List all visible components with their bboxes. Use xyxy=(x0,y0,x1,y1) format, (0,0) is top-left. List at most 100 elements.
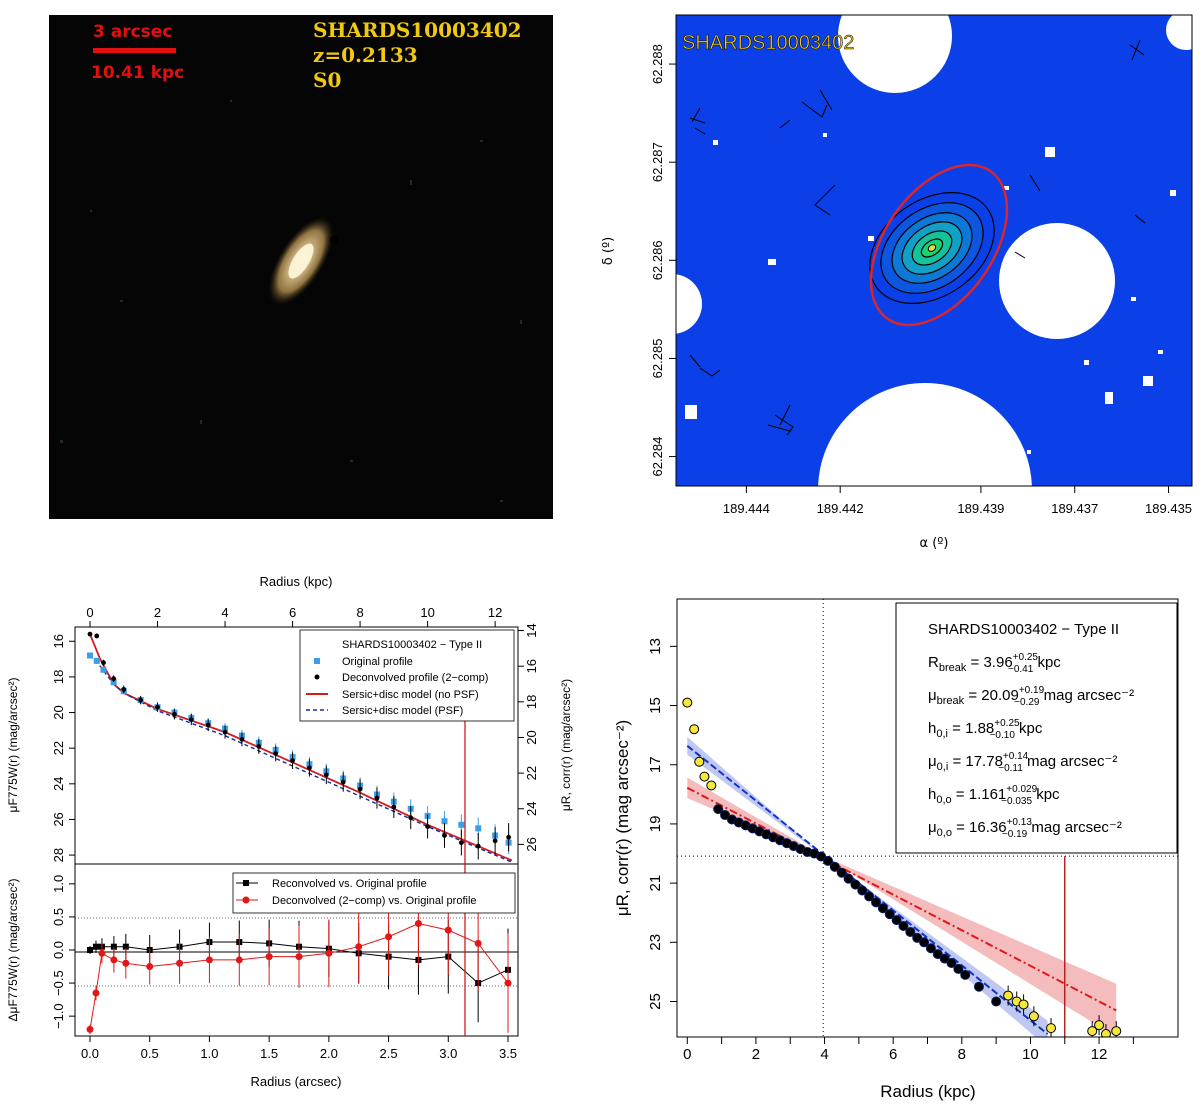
param-value: = 16.36 xyxy=(952,819,1007,836)
param-lower-error: −0.19 xyxy=(1002,829,1028,840)
fit-profile-point xyxy=(871,897,882,908)
map-y-tick-label: 62.284 xyxy=(650,437,665,477)
deconvolved-point xyxy=(205,722,211,728)
deconvolved-residual-point xyxy=(325,949,333,957)
deconvolved-point xyxy=(374,795,380,801)
profile-left-axis-title: μF775W(r) (mag/arcsec²) xyxy=(6,678,20,813)
deconvolved-point xyxy=(87,631,93,637)
param-symbol: h xyxy=(928,720,936,737)
bottom-tick-label: 1.0 xyxy=(200,1046,218,1061)
param-lower-error: −0.035 xyxy=(1001,796,1032,807)
deconvolved-point xyxy=(391,804,397,810)
deconvolved-point xyxy=(94,633,100,639)
right-tick-label: 20 xyxy=(524,730,539,744)
fit-x-tick-label: 2 xyxy=(752,1046,760,1063)
fit-x-label: Radius (kpc) xyxy=(880,1082,975,1101)
excluded-profile-point xyxy=(1003,990,1014,1001)
fit-param-row: Rbreak = 3.96+0.25 −0.41 kpc xyxy=(928,652,1061,675)
map-object-label: SHARDS10003402 xyxy=(682,32,854,54)
residual-tick-label: 0.5 xyxy=(51,908,66,926)
excluded-profile-point xyxy=(682,697,693,708)
top-tick-label: 8 xyxy=(356,605,363,620)
fit-profile-point xyxy=(946,958,957,969)
excluded-profile-point xyxy=(1087,1026,1098,1037)
bottom-tick-label: 0.5 xyxy=(141,1046,159,1061)
deconvolved-point xyxy=(492,838,498,844)
deconvolved-residual-point xyxy=(176,959,184,967)
excluded-profile-point xyxy=(1111,1026,1122,1037)
fit-profile-point xyxy=(836,867,847,878)
fit-profile-point xyxy=(939,953,950,964)
top-tick-label: 2 xyxy=(154,605,161,620)
deconvolved-point xyxy=(172,711,177,717)
right-tick-label: 16 xyxy=(524,659,539,673)
excluded-profile-point xyxy=(699,771,710,782)
excluded-profile-point xyxy=(1028,1011,1039,1022)
reconvolved-residual-point xyxy=(122,943,129,950)
mask-circle-top xyxy=(838,15,952,93)
fit-y-tick-label: 21 xyxy=(647,875,664,892)
fit-y-tick-label: 17 xyxy=(647,756,664,773)
bottom-tick-label: 0.0 xyxy=(81,1046,99,1061)
param-value: = 1.88 xyxy=(948,720,994,737)
fit-y-tick-label: 13 xyxy=(647,638,664,655)
param-symbol: μ xyxy=(928,687,937,704)
fit-legend-title: SHARDS10003402 − Type II xyxy=(928,621,1119,638)
deconvolved-point xyxy=(155,704,160,710)
map-y-tick-label: 62.288 xyxy=(650,44,665,84)
residual-tick-label: −1.0 xyxy=(51,1003,66,1029)
map-x-tick-label: 189.444 xyxy=(723,501,770,516)
scale-bar xyxy=(93,48,176,53)
fit-profile-point xyxy=(720,810,731,821)
fit-param-row: μbreak = 20.09+0.19 −0.29 mag arcsec⁻² xyxy=(928,685,1134,708)
param-upper-error: +0.25 xyxy=(994,718,1020,729)
deconvolved-residual-point xyxy=(444,926,452,934)
fit-profile-point xyxy=(973,981,984,992)
profile-legend: SHARDS10003402 − Type II Original profil… xyxy=(299,629,515,722)
galaxy-id-label: SHARDS10003402 xyxy=(313,18,522,42)
param-value: = 3.96 xyxy=(966,654,1012,671)
fit-profile-point xyxy=(919,937,930,948)
deconvolved-residual-point xyxy=(146,963,154,971)
fit-param-row: μ0,o = 16.36+0.13 −0.19 mag arcsec⁻² xyxy=(928,817,1122,840)
fit-legend-box xyxy=(895,602,1178,854)
param-unit: mag arcsec⁻² xyxy=(1027,819,1122,836)
map-x-label: α (º) xyxy=(920,536,949,551)
fit-profile-point xyxy=(905,926,916,937)
deconvolved-residual-point xyxy=(385,933,393,941)
excluded-profile-point xyxy=(1046,1023,1057,1034)
param-lower-error: −0.10 xyxy=(990,730,1016,741)
deconvolved-residual-point xyxy=(235,956,243,964)
deconvolved-point xyxy=(256,743,262,749)
param-upper-error: +0.029 xyxy=(1006,784,1037,795)
right-tick-label: 24 xyxy=(524,802,539,816)
residual-tick-label: −0.5 xyxy=(51,970,66,996)
map-y-tick-label: 62.287 xyxy=(650,142,665,182)
deconvolved-point xyxy=(340,779,346,785)
deconvolved-residual-point xyxy=(355,943,363,951)
mask-circle-bottom xyxy=(818,383,1032,486)
deconvolved-point xyxy=(506,834,512,840)
fit-profile-point xyxy=(857,885,868,896)
fit-profile-point xyxy=(884,909,895,920)
fit-profile-point xyxy=(713,804,724,815)
bottom-tick-label: 1.5 xyxy=(260,1046,278,1061)
deconvolved-point xyxy=(442,833,447,838)
param-lower-error: −0.11 xyxy=(998,763,1023,774)
fit-profile-point xyxy=(843,873,854,884)
map-y-label: δ (º) xyxy=(601,237,616,265)
legend-reconv-label: Reconvolved vs. Original profile xyxy=(272,878,427,890)
legend-deconvolved-marker xyxy=(314,674,320,680)
left-tick-label: 24 xyxy=(51,777,66,791)
deconvolved-point xyxy=(475,843,481,849)
original-point xyxy=(93,657,100,664)
param-lower-error: −0.41 xyxy=(1008,664,1034,675)
fit-param-row: h0,i = 1.88+0.25 −0.10 kpc xyxy=(928,718,1043,741)
left-tick-label: 26 xyxy=(51,812,66,826)
deconvolved-residual-point xyxy=(205,956,213,964)
deconvolved-point xyxy=(188,717,194,723)
param-subscript: break xyxy=(939,662,967,674)
morphology-label: S0 xyxy=(313,68,341,92)
